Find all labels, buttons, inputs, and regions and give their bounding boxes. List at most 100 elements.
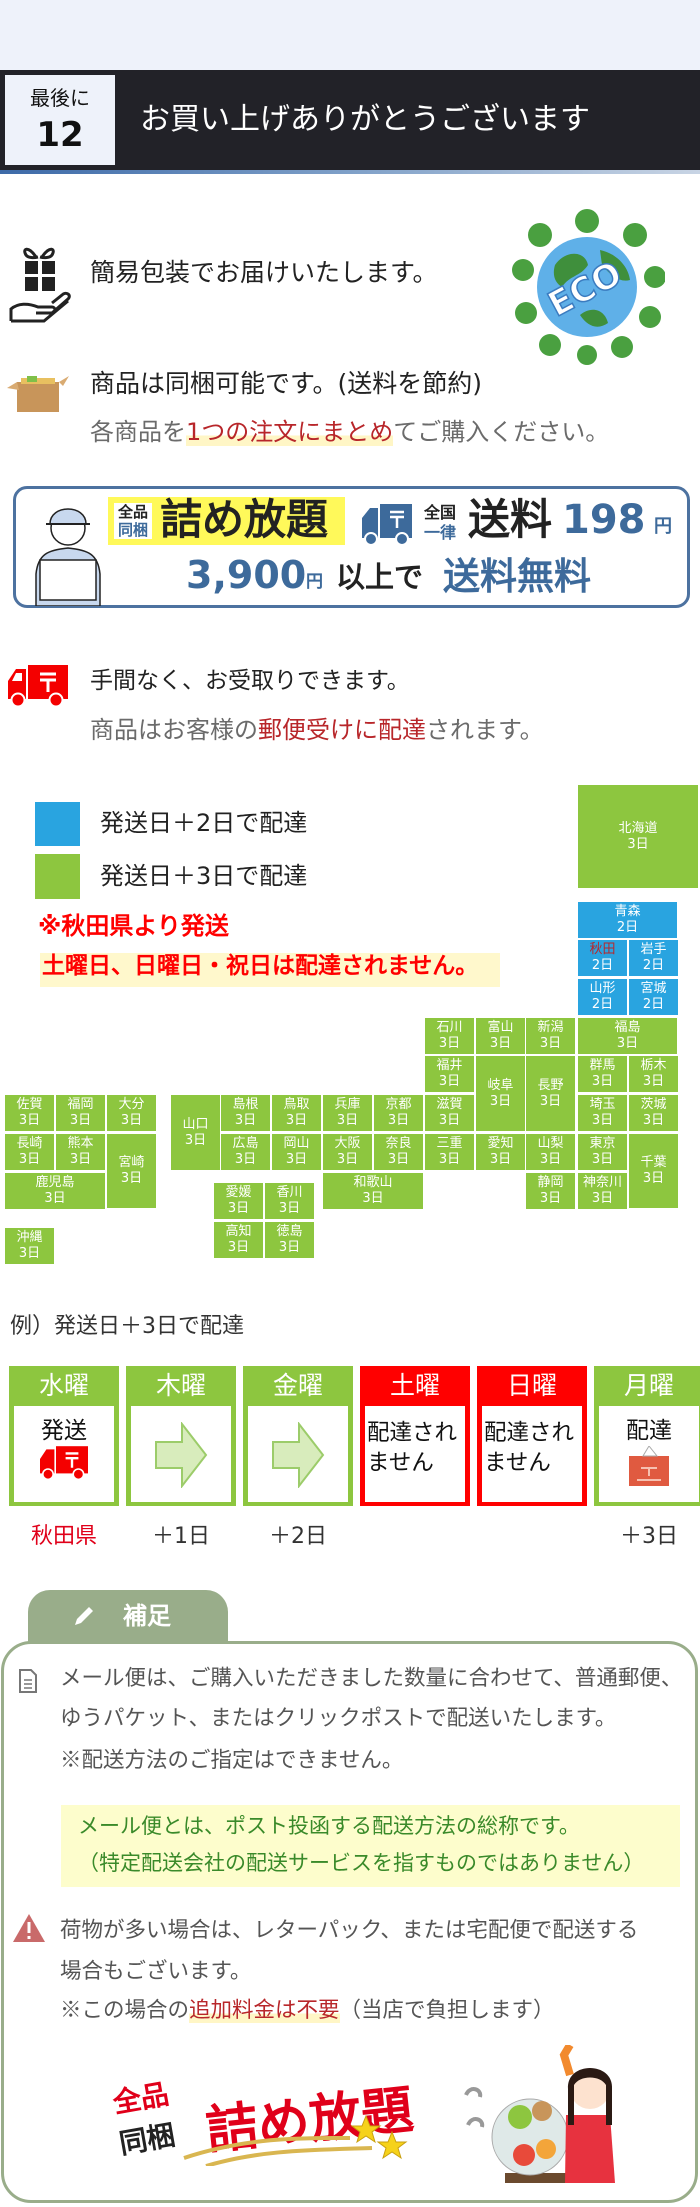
prefecture-cell: 神奈川 3日 xyxy=(578,1173,627,1209)
prefecture-cell: 和歌山 3日 xyxy=(323,1173,423,1209)
arrow-right-icon xyxy=(155,1421,208,1489)
prefecture-cell: 香川 3日 xyxy=(265,1183,314,1219)
arrow-right-icon xyxy=(272,1421,325,1489)
calendar-day: 日曜 配達されません xyxy=(477,1366,587,1506)
prefecture-days: 3日 xyxy=(278,1240,301,1255)
prefecture-cell: 茨城 3日 xyxy=(629,1095,678,1131)
page-title: お買い上げありがとうございます xyxy=(140,102,590,137)
prefecture-name: 秋田 xyxy=(589,942,616,957)
prefecture-name: 神奈川 xyxy=(582,1175,622,1190)
free-shipping-banner xyxy=(13,486,690,608)
prefecture-days: 3日 xyxy=(489,1036,512,1051)
prefecture-name: 宮崎 xyxy=(118,1155,145,1170)
prefecture-cell: 長崎 3日 xyxy=(5,1134,54,1170)
origin-note: ※秋田県より発送 xyxy=(38,912,229,940)
calendar-day-box: 配達 xyxy=(599,1406,699,1502)
warning-line3-pre: ※この場合の xyxy=(60,1998,190,2023)
prefecture-days: 2日 xyxy=(642,997,665,1012)
prefecture-name: 岡山 xyxy=(283,1136,310,1151)
svg-text:同梱: 同梱 xyxy=(117,2118,178,2160)
prefecture-cell: 群馬 3日 xyxy=(578,1056,627,1092)
prefecture-days: 3日 xyxy=(627,836,649,852)
bundle-headline: 詰め放題 xyxy=(160,495,329,544)
warning-line3: ※この場合の追加料金は不要（当店で負担します） xyxy=(60,1998,555,2024)
prefecture-name: 鳥取 xyxy=(283,1097,310,1112)
prefecture-name: 千葉 xyxy=(640,1155,667,1170)
gift-hand-icon xyxy=(9,247,71,323)
prefecture-name: 静岡 xyxy=(537,1175,564,1190)
cardboard-box-icon xyxy=(7,376,69,412)
prefecture-days: 3日 xyxy=(69,1113,92,1128)
pencil-icon xyxy=(75,1607,93,1625)
prefecture-cell: 北海道 3日 xyxy=(578,785,698,888)
badge-number: 12 xyxy=(36,115,84,155)
prefecture-cell: 石川 3日 xyxy=(425,1018,474,1054)
prefecture-days: 3日 xyxy=(285,1113,308,1128)
prefecture-name: 富山 xyxy=(487,1020,514,1035)
prefecture-name: 三重 xyxy=(436,1136,463,1151)
mail-note-line2: ゆうパケット、またはクリックポストで配送いたします。 xyxy=(60,1706,617,1731)
bundle-tag: 全品 同梱 xyxy=(114,503,152,539)
prefecture-days: 3日 xyxy=(438,1113,461,1128)
prefecture-name: 東京 xyxy=(589,1136,616,1151)
warning-line3-highlight: 追加料金は不要 xyxy=(189,1998,340,2023)
bundle-instruction-pre: 各商品を xyxy=(90,418,186,446)
prefecture-days: 3日 xyxy=(18,1113,41,1128)
mail-definition-line2: （特定配送会社の配送サービスを指すものではありません） xyxy=(78,1851,645,1875)
mail-note-line1: メール便は、ご購入いただきました数量に合わせて、普通郵便、 xyxy=(60,1666,683,1691)
prefecture-days: 3日 xyxy=(616,1036,639,1051)
prefecture-days: 3日 xyxy=(489,1152,512,1167)
bundle-text: 商品は同梱可能です。(送料を節約) xyxy=(90,369,483,398)
prefecture-days: 3日 xyxy=(642,1074,665,1089)
legend-swatch-3day xyxy=(35,854,80,899)
prefecture-days: 3日 xyxy=(278,1201,301,1216)
prefecture-days: 3日 xyxy=(642,1171,665,1186)
prefecture-cell: 岡山 3日 xyxy=(272,1134,321,1170)
calendar-day: 金曜 ＋2日 xyxy=(243,1366,353,1549)
prefecture-cell: 埼玉 3日 xyxy=(578,1095,627,1131)
bundle-instruction-post: てご購入ください。 xyxy=(393,418,610,446)
prefecture-name: 兵庫 xyxy=(334,1097,361,1112)
prefecture-cell: 東京 3日 xyxy=(578,1134,627,1170)
calendar-day-name: 木曜 xyxy=(155,1371,206,1400)
prefecture-name: 福井 xyxy=(436,1058,463,1073)
prefecture-cell: 富山 3日 xyxy=(476,1018,525,1054)
svg-text:全品: 全品 xyxy=(110,2077,171,2119)
prefecture-days: 3日 xyxy=(387,1113,410,1128)
prefecture-name: 徳島 xyxy=(276,1224,303,1239)
prefecture-cell: 愛知 3日 xyxy=(476,1134,525,1170)
delivery-mailbox-text: 商品はお客様の郵便受けに配達されます。 xyxy=(90,716,544,745)
prefecture-days: 3日 xyxy=(336,1152,359,1167)
calendar-day-name: 水曜 xyxy=(38,1371,89,1400)
prefecture-cell: 滋賀 3日 xyxy=(425,1095,474,1131)
prefecture-days: 3日 xyxy=(227,1240,250,1255)
prefecture-cell: 広島 3日 xyxy=(221,1134,270,1170)
prefecture-name: 山口 xyxy=(182,1116,209,1132)
prefecture-days: 3日 xyxy=(489,1093,512,1109)
delivery-text-post: されます。 xyxy=(426,716,544,744)
prefecture-days: 3日 xyxy=(438,1152,461,1167)
legend-label-3day: 発送日＋3日で配達 xyxy=(100,862,308,890)
calendar-day-body: 配達されません xyxy=(484,1420,575,1476)
nationwide-tag: 全国 一律 xyxy=(424,503,456,543)
header-bar xyxy=(0,70,700,170)
shipping-price: 198 xyxy=(562,497,646,543)
prefecture-days: 2日 xyxy=(616,920,639,935)
prefecture-days: 3日 xyxy=(539,1093,562,1109)
prefecture-days: 3日 xyxy=(184,1132,207,1148)
prefecture-name: 埼玉 xyxy=(589,1097,616,1112)
calendar-day: 土曜 配達されません xyxy=(360,1366,470,1506)
prefecture-cell: 宮崎 3日 xyxy=(107,1134,156,1208)
prefecture-name: 滋賀 xyxy=(436,1097,463,1112)
prefecture-days: 3日 xyxy=(234,1113,257,1128)
prefecture-cell: 静岡 3日 xyxy=(526,1173,575,1209)
mailbox-icon xyxy=(629,1445,669,1486)
calendar-day-box: 配達されません xyxy=(482,1406,582,1502)
prefecture-cell: 岩手 2日 xyxy=(629,940,678,976)
prefecture-cell: 新潟 3日 xyxy=(526,1018,575,1054)
prefecture-cell: 山形 2日 xyxy=(578,979,627,1015)
notes-tab-label: 補足 xyxy=(123,1602,171,1630)
prefecture-cell: 佐賀 3日 xyxy=(5,1095,54,1131)
prefecture-name: 大分 xyxy=(118,1097,145,1112)
calendar-day-name: 土曜 xyxy=(389,1371,440,1400)
